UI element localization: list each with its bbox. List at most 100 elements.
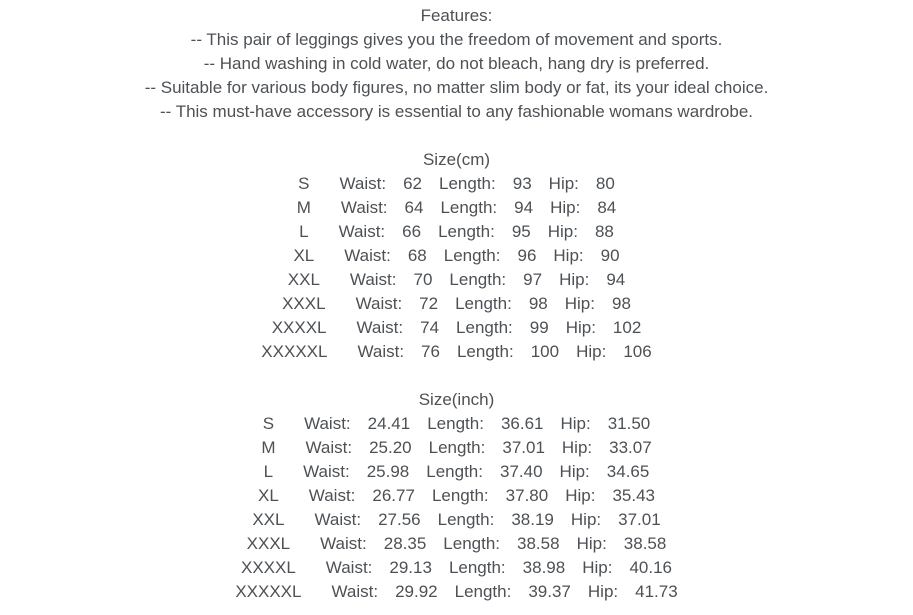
length-label: Length: — [454, 582, 512, 601]
feature-item: -- Suitable for various body figures, no… — [144, 78, 769, 97]
waist-label: Waist: — [356, 318, 404, 337]
length-value: 94 — [514, 198, 534, 217]
size-label: L — [299, 222, 309, 241]
hip-label: Hip: — [582, 558, 613, 577]
waist-value: 27.56 — [378, 510, 421, 529]
hip-value: 94 — [606, 270, 626, 289]
length-label: Length: — [439, 174, 496, 193]
hip-label: Hip: — [559, 270, 590, 289]
hip-label: Hip: — [576, 534, 607, 553]
size-label: S — [262, 414, 275, 433]
waist-value: 29.13 — [389, 558, 432, 577]
size-row: XL Waist: 68 Length: 96 Hip: 90 — [0, 244, 913, 268]
features-section: Features: -- This pair of leggings gives… — [0, 4, 913, 124]
hip-label: Hip: — [550, 198, 581, 217]
waist-label: Waist: — [349, 270, 397, 289]
length-value: 98 — [528, 294, 548, 313]
waist-value: 24.41 — [367, 414, 411, 433]
size-row: M Waist: 25.20 Length: 37.01 Hip: 33.07 — [0, 436, 913, 460]
length-value: 36.61 — [500, 414, 544, 433]
length-label: Length: — [456, 318, 513, 337]
waist-value: 26.77 — [372, 486, 415, 505]
hip-label: Hip: — [570, 510, 602, 529]
hip-value: 38.58 — [623, 534, 667, 553]
size-label: XXXL — [246, 534, 291, 553]
length-value: 93 — [512, 174, 532, 193]
feature-item: -- This must-have accessory is essential… — [159, 102, 754, 121]
size-label: XXXXXL — [261, 342, 328, 361]
size-label: XXL — [252, 510, 285, 529]
size-label: XL — [293, 246, 315, 265]
length-label: Length: — [448, 558, 506, 577]
length-label: Length: — [438, 222, 495, 241]
length-value: 38.98 — [522, 558, 566, 577]
waist-label: Waist: — [308, 486, 356, 505]
waist-label: Waist: — [325, 558, 373, 577]
hip-label: Hip: — [564, 294, 595, 313]
length-label: Length: — [427, 414, 484, 433]
size-row: S Waist: 62 Length: 93 Hip: 80 — [0, 172, 913, 196]
waist-value: 64 — [404, 198, 424, 217]
hip-label: Hip: — [548, 174, 579, 193]
length-label: Length: — [456, 342, 514, 361]
waist-value: 74 — [420, 318, 440, 337]
size-label: M — [296, 198, 311, 217]
hip-value: 37.01 — [618, 510, 661, 529]
length-value: 97 — [523, 270, 543, 289]
waist-value: 25.98 — [366, 462, 410, 481]
length-label: Length: — [428, 438, 486, 457]
waist-label: Waist: — [320, 534, 367, 553]
length-value: 37.40 — [500, 462, 543, 481]
waist-label: Waist: — [340, 198, 388, 217]
waist-label: Waist: — [355, 294, 403, 313]
hip-value: 31.50 — [607, 414, 651, 433]
waist-label: Waist: — [304, 414, 351, 433]
hip-value: 40.16 — [629, 558, 672, 577]
size-label: XXXXL — [240, 558, 296, 577]
hip-value: 33.07 — [609, 438, 652, 457]
size-cm-section: Size(cm) S Waist: 62 Length: 93 Hip: 80 … — [0, 148, 913, 364]
waist-value: 29.92 — [395, 582, 438, 601]
waist-value: 28.35 — [383, 534, 427, 553]
hip-value: 88 — [594, 222, 614, 241]
hip-label: Hip: — [560, 414, 591, 433]
hip-value: 80 — [595, 174, 615, 193]
length-label: Length: — [443, 246, 501, 265]
size-row: XXL Waist: 70 Length: 97 Hip: 94 — [0, 268, 913, 292]
size-row: L Waist: 66 Length: 95 Hip: 88 — [0, 220, 913, 244]
size-inch-section: Size(inch) S Waist: 24.41 Length: 36.61 … — [0, 388, 913, 604]
hip-value: 102 — [612, 318, 642, 337]
hip-label: Hip: — [559, 462, 590, 481]
size-row: XXXXL Waist: 74 Length: 99 Hip: 102 — [0, 316, 913, 340]
size-label: XXXL — [282, 294, 326, 313]
hip-label: Hip: — [576, 342, 607, 361]
length-value: 100 — [530, 342, 560, 361]
length-value: 38.19 — [511, 510, 554, 529]
waist-label: Waist: — [331, 582, 379, 601]
size-label: M — [261, 438, 276, 457]
size-row: M Waist: 64 Length: 94 Hip: 84 — [0, 196, 913, 220]
waist-value: 66 — [402, 222, 422, 241]
hip-label: Hip: — [565, 318, 596, 337]
size-inch-title: Size(inch) — [418, 390, 495, 409]
hip-label: Hip: — [553, 246, 584, 265]
length-label: Length: — [443, 534, 501, 553]
feature-item: -- This pair of leggings gives you the f… — [190, 30, 723, 49]
waist-value: 25.20 — [369, 438, 412, 457]
size-row: L Waist: 25.98 Length: 37.40 Hip: 34.65 — [0, 460, 913, 484]
length-label: Length: — [426, 462, 483, 481]
length-value: 37.01 — [502, 438, 545, 457]
waist-label: Waist: — [338, 222, 386, 241]
size-row: XXL Waist: 27.56 Length: 38.19 Hip: 37.0… — [0, 508, 913, 532]
waist-value: 70 — [413, 270, 433, 289]
length-value: 95 — [511, 222, 531, 241]
size-label: XXL — [287, 270, 320, 289]
length-label: Length: — [449, 270, 507, 289]
size-row: XXXXXL Waist: 29.92 Length: 39.37 Hip: 4… — [0, 580, 913, 604]
waist-value: 76 — [421, 342, 440, 361]
length-label: Length: — [437, 510, 495, 529]
hip-label: Hip: — [547, 222, 578, 241]
length-value: 39.37 — [528, 582, 571, 601]
length-value: 99 — [529, 318, 549, 337]
hip-value: 41.73 — [635, 582, 678, 601]
